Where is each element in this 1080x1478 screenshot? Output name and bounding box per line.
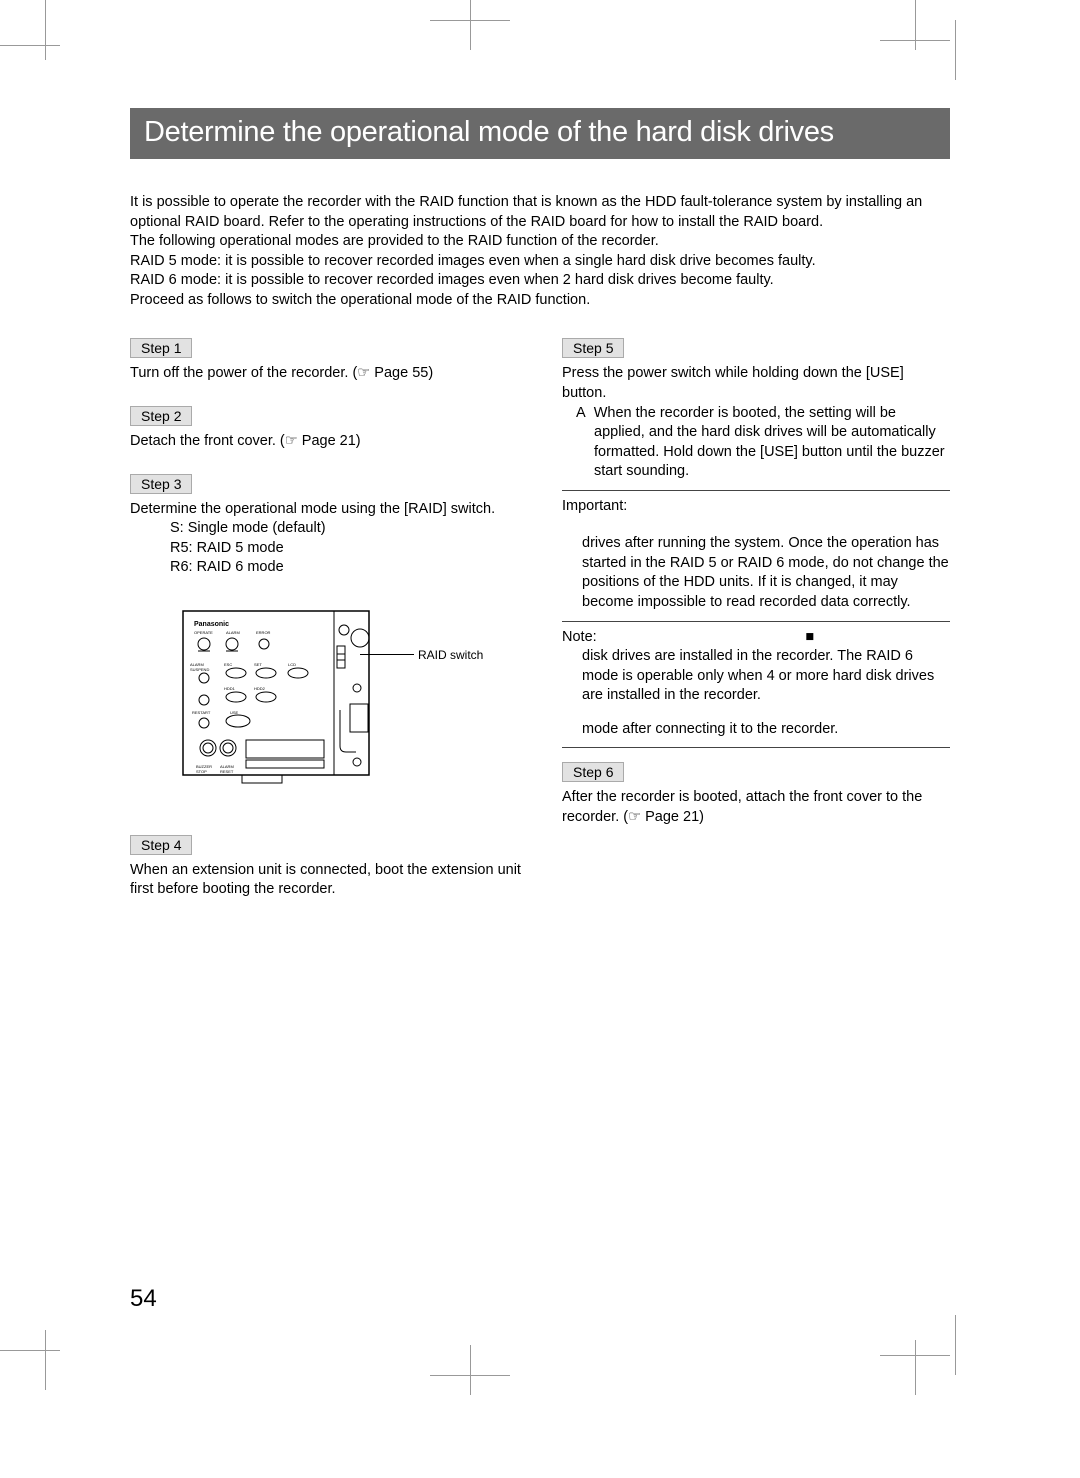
step-1-heading: Step 1 <box>130 338 532 364</box>
step-label: Step 2 <box>130 406 192 426</box>
note-body-1: disk drives are installed in the recorde… <box>562 647 950 706</box>
step-3-mode: R6: RAID 6 mode <box>130 558 532 578</box>
svg-text:SET: SET <box>254 662 262 667</box>
svg-text:Panasonic: Panasonic <box>194 621 229 628</box>
note-label: Note: <box>562 629 597 645</box>
step-label: Step 5 <box>562 338 624 358</box>
step-3-text: Determine the operational mode using the… <box>130 500 532 520</box>
crop-mark <box>915 0 916 50</box>
step-3-mode: R5: RAID 5 mode <box>130 539 532 559</box>
step-2-heading: Step 2 <box>130 406 532 432</box>
svg-text:USE: USE <box>230 710 239 715</box>
svg-text:ALARM: ALARM <box>226 630 240 635</box>
right-column: Step 5 Press the power switch while hold… <box>562 334 950 900</box>
svg-text:HDD2: HDD2 <box>254 686 266 691</box>
intro-block: It is possible to operate the recorder w… <box>130 193 950 310</box>
spacer <box>562 706 950 720</box>
crop-mark <box>915 1340 916 1395</box>
crop-mark <box>470 0 471 50</box>
sub-a-text: When the recorder is booted, the setting… <box>594 405 945 480</box>
step-2-text: Detach the front cover. (☞ Page 21) <box>130 432 532 452</box>
step-3-heading: Step 3 <box>130 474 532 500</box>
page-number: 54 <box>130 1285 157 1313</box>
page-content: Determine the operational mode of the ha… <box>130 108 950 900</box>
svg-text:STOP: STOP <box>196 769 207 774</box>
step-label: Step 6 <box>562 762 624 782</box>
important-body: drives after running the system. Once th… <box>562 534 950 612</box>
two-column-layout: Step 1 Turn off the power of the recorde… <box>130 334 950 900</box>
step-label: Step 4 <box>130 835 192 855</box>
crop-mark <box>45 1330 46 1390</box>
important-heading: Important: <box>562 497 950 517</box>
panel-svg-icon: Panasonic OPERATE ALARM ERROR ALARMSUSPE… <box>182 610 392 785</box>
separator <box>562 747 950 748</box>
note-body-2: mode after connecting it to the recorder… <box>562 720 950 740</box>
step-5-text: Press the power switch while holding dow… <box>562 364 950 403</box>
step-3-mode: S: Single mode (default) <box>130 519 532 539</box>
note-heading: Note: ■ <box>562 628 950 648</box>
svg-text:OPERATE: OPERATE <box>194 630 213 635</box>
step-4-text: When an extension unit is connected, boo… <box>130 861 532 900</box>
step-1-text: Turn off the power of the recorder. (☞ P… <box>130 364 532 384</box>
crop-mark <box>45 0 46 60</box>
note-bullet-icon: ■ <box>805 628 815 648</box>
crop-mark <box>0 1350 60 1351</box>
svg-text:HDD1: HDD1 <box>224 686 236 691</box>
svg-text:RESTART: RESTART <box>192 710 211 715</box>
crop-mark <box>0 45 60 46</box>
step-label: Step 3 <box>130 474 192 494</box>
callout-line <box>360 654 414 655</box>
separator <box>562 490 950 491</box>
intro-line: Proceed as follows to switch the operati… <box>130 291 950 311</box>
spacer <box>562 516 950 534</box>
front-panel-diagram: Panasonic OPERATE ALARM ERROR ALARMSUSPE… <box>182 610 532 795</box>
page-title: Determine the operational mode of the ha… <box>130 108 950 159</box>
left-column: Step 1 Turn off the power of the recorde… <box>130 334 532 900</box>
separator <box>562 621 950 622</box>
step-6-text: After the recorder is booted, attach the… <box>562 788 950 827</box>
intro-line: RAID 5 mode: it is possible to recover r… <box>130 252 950 272</box>
step-5-heading: Step 5 <box>562 338 950 364</box>
sub-a-label: A <box>576 405 586 421</box>
raid-switch-callout: RAID switch <box>418 648 483 662</box>
crop-mark <box>955 20 956 80</box>
crop-mark <box>470 1345 471 1395</box>
intro-line: It is possible to operate the recorder w… <box>130 193 950 232</box>
svg-text:RESET: RESET <box>220 769 234 774</box>
intro-line: RAID 6 mode: it is possible to recover r… <box>130 271 950 291</box>
step-5-sub-a: A When the recorder is booted, the setti… <box>562 404 950 482</box>
step-6-heading: Step 6 <box>562 762 950 788</box>
intro-line: The following operational modes are prov… <box>130 232 950 252</box>
svg-text:ERROR: ERROR <box>256 630 271 635</box>
svg-text:LCD: LCD <box>288 662 296 667</box>
step-label: Step 1 <box>130 338 192 358</box>
svg-text:ESC: ESC <box>224 662 232 667</box>
crop-mark <box>955 1315 956 1375</box>
svg-text:SUSPEND: SUSPEND <box>190 667 209 672</box>
step-4-heading: Step 4 <box>130 835 532 861</box>
